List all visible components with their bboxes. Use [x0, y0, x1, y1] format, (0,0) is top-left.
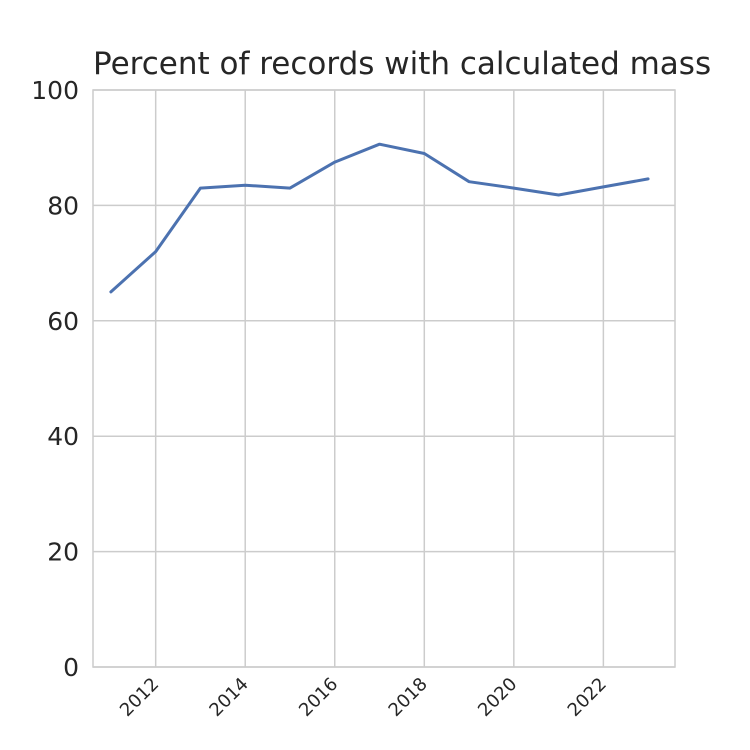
plot-frame [92, 89, 676, 668]
y-tick-label: 80 [47, 191, 79, 220]
chart-title: Percent of records with calculated mass [93, 46, 712, 82]
y-tick-label: 100 [31, 76, 79, 105]
x-tick-label: 2018 [385, 674, 432, 721]
x-tick-label: 2022 [564, 674, 611, 721]
y-axis-ticks: 0 20 40 60 80 100 [31, 76, 79, 682]
y-tick-label: 20 [47, 538, 79, 567]
x-tick-label: 2016 [295, 674, 342, 721]
series-layer [109, 142, 650, 294]
series-line [109, 142, 650, 294]
x-tick-label: 2020 [474, 674, 521, 721]
grid-lines [93, 89, 675, 668]
y-tick-label: 60 [47, 307, 79, 336]
x-axis-ticks: 2012 2014 2016 2018 2020 2022 [116, 674, 611, 721]
x-tick-label: 2014 [206, 674, 253, 721]
x-tick-label: 2012 [116, 674, 163, 721]
y-tick-label: 0 [63, 653, 79, 682]
y-tick-label: 40 [47, 422, 79, 451]
